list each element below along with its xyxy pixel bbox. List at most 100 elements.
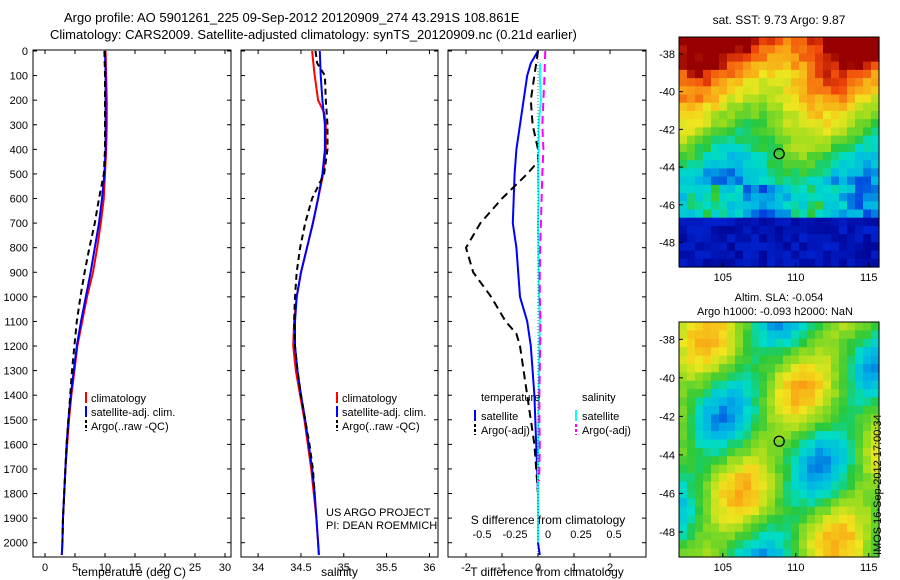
heatmap-cell: [823, 102, 832, 112]
map-ytick-label: -46: [659, 488, 675, 500]
heatmap-cell: [863, 456, 872, 466]
heatmap-cell: [711, 53, 720, 63]
heatmap-cell: [807, 481, 816, 491]
heatmap-cell: [703, 489, 712, 499]
heatmap-cell: [807, 405, 816, 415]
heatmap-cell: [839, 338, 848, 348]
heatmap-cell: [863, 258, 872, 268]
heatmap-cell: [767, 225, 776, 235]
heatmap-cell: [687, 347, 696, 357]
heatmap-cell: [807, 193, 816, 202]
heatmap-cell: [815, 78, 824, 87]
heatmap-cell: [735, 86, 744, 96]
heatmap-cell: [719, 548, 728, 558]
heatmap-cell: [719, 431, 728, 441]
heatmap-cell: [815, 176, 824, 186]
heatmap-cell: [823, 86, 832, 96]
heatmap-cell: [743, 225, 752, 235]
heatmap-cell: [743, 152, 752, 161]
panel-frame-1: [32, 49, 232, 558]
heatmap-cell: [807, 37, 816, 46]
heatmap-cell: [767, 94, 776, 104]
heatmap-cell: [719, 234, 728, 243]
heatmap-cell: [807, 464, 816, 474]
heatmap-cell: [735, 338, 744, 348]
heatmap-cell: [759, 447, 768, 457]
heatmap-cell: [743, 78, 752, 87]
heatmap-cell: [719, 242, 728, 252]
heatmap-cell: [751, 389, 760, 399]
heatmap-cell: [703, 193, 712, 202]
heatmap-cell: [847, 61, 856, 71]
heatmap-cell: [783, 431, 792, 441]
heatmap-cell: [751, 193, 760, 202]
heatmap-cell: [719, 225, 728, 235]
heatmap-cell: [703, 242, 712, 252]
heatmap-cell: [783, 152, 792, 161]
heatmap-cell: [847, 372, 856, 382]
heatmap-cell: [871, 86, 880, 96]
heatmap-cell: [711, 225, 720, 235]
heatmap-cell: [711, 242, 720, 252]
heatmap-cell: [727, 193, 736, 202]
heatmap-cell: [831, 152, 840, 161]
heatmap-cell: [807, 135, 816, 145]
heatmap-cell: [719, 422, 728, 432]
heatmap-cell: [823, 78, 832, 87]
heatmap-cell: [751, 548, 760, 558]
heatmap-cell: [695, 94, 704, 104]
map-ytick-label: -40: [659, 87, 675, 99]
heatmap-cell: [735, 414, 744, 424]
heatmap-cell: [751, 209, 760, 219]
heatmap-cell: [759, 250, 768, 260]
heatmap-cell: [679, 242, 688, 252]
heatmap-cell: [823, 168, 832, 178]
heatmap-cell: [735, 473, 744, 483]
heatmap-cell: [807, 127, 816, 137]
heatmap-cell: [743, 86, 752, 96]
heatmap-cell: [679, 498, 688, 508]
heatmap-cell: [847, 330, 856, 340]
heatmap-cell: [751, 86, 760, 96]
heatmap-cell: [807, 242, 816, 252]
heatmap-cell: [855, 489, 864, 499]
heatmap-cell: [791, 160, 800, 169]
heatmap-cell: [735, 94, 744, 104]
legend-label-temperature-argo-adj: Argo(-adj): [481, 425, 530, 437]
heatmap-cell: [783, 548, 792, 558]
heatmap-cell: [727, 78, 736, 87]
heatmap-cell: [679, 53, 688, 63]
heatmap-cell: [855, 389, 864, 399]
heatmap-cell: [735, 330, 744, 340]
heatmap-cell: [847, 338, 856, 348]
heatmap-cell: [783, 464, 792, 474]
heatmap-cell: [687, 523, 696, 533]
heatmap-cell: [823, 489, 832, 499]
map-xtick-label: 110: [787, 562, 805, 574]
heatmap-cell: [727, 168, 736, 178]
heatmap-cell: [759, 456, 768, 466]
heatmap-cell: [767, 322, 776, 331]
heatmap-cell: [775, 69, 784, 79]
heatmap-cell: [751, 498, 760, 508]
heatmap-cell: [751, 176, 760, 186]
heatmap-cell: [703, 405, 712, 415]
heatmap-cell: [783, 242, 792, 252]
heatmap-cell: [695, 152, 704, 161]
heatmap-cell: [775, 168, 784, 178]
heatmap-cell: [727, 225, 736, 235]
heatmap-cell: [871, 45, 880, 54]
map-frame-1: [678, 36, 880, 268]
heatmap-cell: [719, 347, 728, 357]
heatmap-cell: [807, 347, 816, 357]
heatmap-cell: [791, 37, 800, 46]
heatmap-cell: [815, 447, 824, 457]
heatmap-cell: [751, 330, 760, 340]
heatmap-cell: [815, 347, 824, 357]
heatmap-cell: [799, 322, 808, 331]
heatmap-cell: [687, 422, 696, 432]
heatmap-cell: [703, 397, 712, 407]
heatmap-cell: [735, 37, 744, 46]
heatmap-cell: [791, 355, 800, 365]
heatmap-cell: [695, 338, 704, 348]
